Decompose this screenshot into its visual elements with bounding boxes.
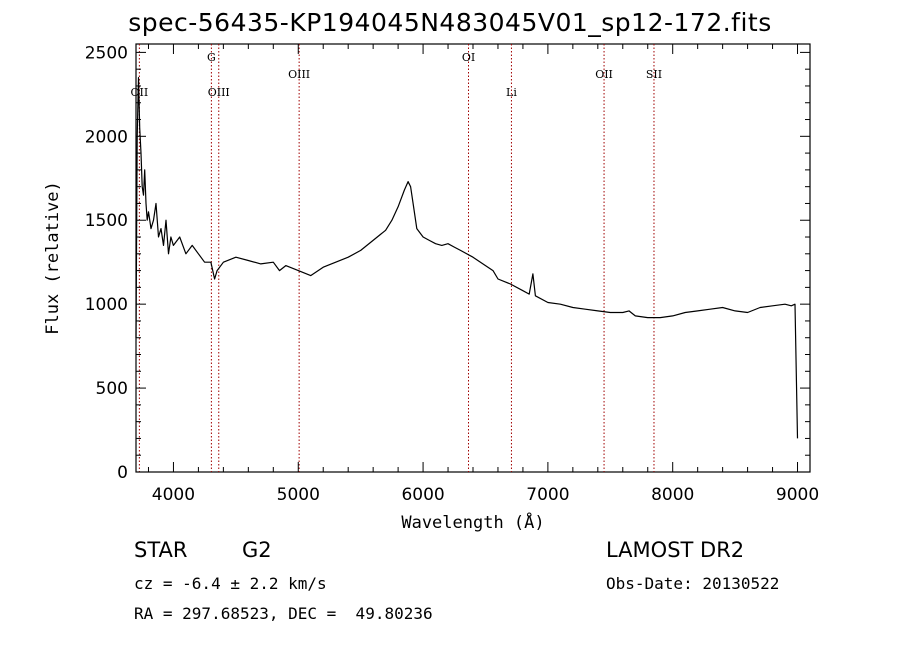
line-marker-label: OII [595,68,613,81]
x-tick-label: 6000 [401,485,444,505]
line-marker-label: OIII [208,86,230,99]
y-tick-label: 2000 [85,127,128,147]
chart-title: spec-56435-KP194045N483045V01_sp12-172.f… [128,8,772,37]
y-axis-label: Flux (relative) [43,181,63,335]
object-subclass: G2 [242,538,272,562]
y-tick-label: 500 [96,379,128,399]
x-tick-label: 9000 [776,485,819,505]
line-marker-label: OI [462,51,475,64]
x-tick-label: 8000 [651,485,694,505]
survey-name: LAMOST DR2 [606,538,745,562]
line-marker-label: G [207,51,216,64]
observation-date: Obs-Date: 20130522 [606,574,780,593]
x-axis-label: Wavelength (Å) [401,511,544,533]
x-tick-label: 5000 [277,485,320,505]
y-tick-label: 1000 [85,295,128,315]
line-marker-label: SII [646,68,662,81]
y-tick-label: 1500 [85,211,128,231]
spectrum-line [135,77,799,439]
line-marker-label: OIII [288,68,310,81]
x-tick-label: 4000 [152,485,195,505]
axes: 4000 5000 6000 7000 8000 9000 0 500 1000 1500 2000… [43,43,819,533]
y-tick-label: 0 [117,463,128,483]
x-tick-label: 7000 [526,485,569,505]
spectrum-series [135,77,799,439]
coordinates-readout: RA = 297.68523, DEC = 49.80236 [134,604,433,623]
redshift-readout: cz = -6.4 ± 2.2 km/s [134,574,327,593]
object-class: STAR [134,538,188,562]
y-tick-label: 2500 [85,43,128,63]
line-marker-label: Li [506,86,517,99]
